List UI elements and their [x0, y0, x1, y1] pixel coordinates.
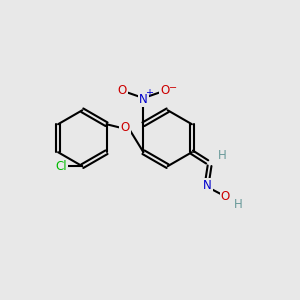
Text: Cl: Cl [55, 160, 67, 173]
Text: O: O [160, 85, 169, 98]
Text: N: N [139, 93, 148, 106]
Text: N: N [203, 179, 212, 192]
Text: O: O [120, 122, 130, 134]
Text: O: O [118, 85, 127, 98]
Text: +: + [145, 88, 153, 98]
Text: O: O [221, 190, 230, 203]
Text: H: H [233, 197, 242, 211]
Text: −: − [169, 83, 177, 93]
Text: H: H [218, 149, 226, 162]
